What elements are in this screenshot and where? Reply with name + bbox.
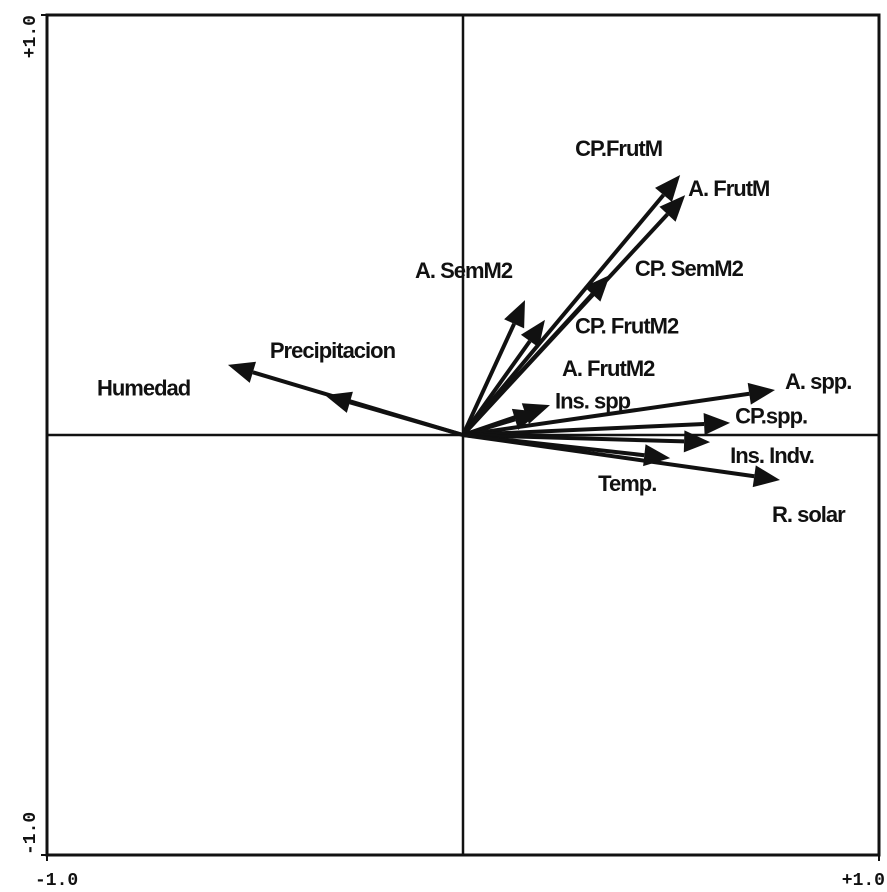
vector-label: CP. FrutM2 [575,314,679,339]
vector-label: A. spp. [785,369,851,394]
x-tick-label: +1.0 [842,871,885,891]
vector-head [659,195,686,222]
vector-head [520,319,545,348]
vector-label: Ins. Indv. [730,443,814,468]
vector-label: R. solar [772,502,846,527]
vector-label: Precipitacion [270,338,396,363]
vector-label: CP. SemM2 [635,256,744,281]
vector-shaft [462,433,685,444]
vector-head [504,300,525,329]
vector-shaft [349,400,464,437]
vector-head [511,408,540,430]
vector-shaft [461,193,666,437]
vector-head [227,361,257,383]
y-tick-label: +1.0 [21,15,41,58]
vector-head [752,465,780,488]
vector-head [683,430,711,453]
vector-label: Humedad [97,376,190,401]
vector-head [703,413,731,435]
vector-shaft [461,212,669,437]
vector-shaft [461,322,516,436]
y-tick-label: -1.0 [21,812,41,855]
vector-head [655,175,681,203]
vector-shaft [462,433,755,479]
vector-label: A. FrutM [688,176,769,201]
vector-head [747,382,775,405]
vector-shaft [462,422,705,437]
vector-shaft [462,391,750,437]
vector-label: CP.FrutM [575,136,662,161]
x-tick-label: -1.0 [35,871,78,891]
vector-label: A. FrutM2 [562,356,655,381]
vector-label: A. SemM2 [415,258,513,283]
vector-label: Temp. [598,471,656,496]
vector-head [324,391,353,413]
vector-label: CP.spp. [735,404,807,429]
vector-label: Ins. spp [555,389,631,414]
